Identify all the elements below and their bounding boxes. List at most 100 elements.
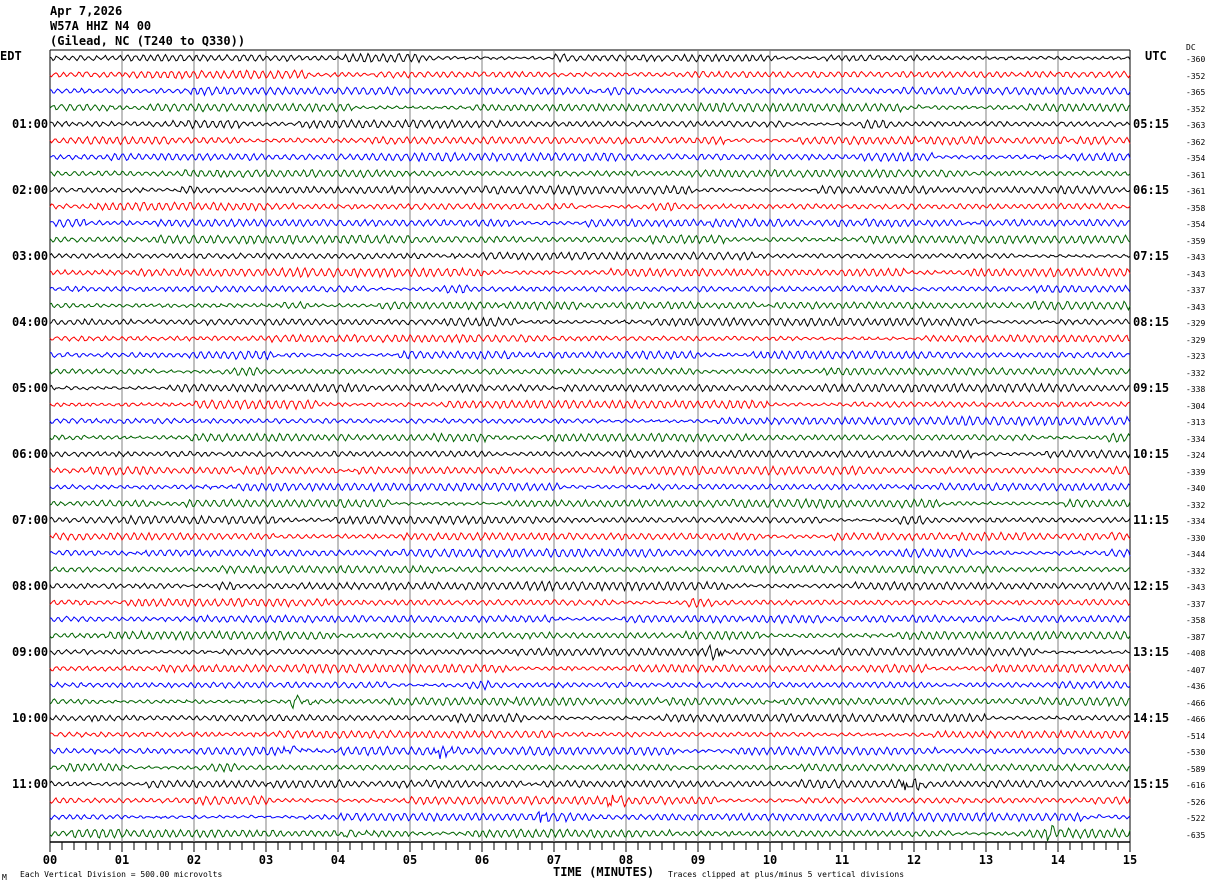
dc-offset-label: -323 [1186, 352, 1206, 361]
seismic-trace [49, 101, 1131, 114]
utc-time-label: 15:15 [1133, 777, 1170, 791]
dc-offset-label: -530 [1186, 748, 1206, 757]
dc-offset-label: -304 [1186, 401, 1206, 411]
seismic-trace [49, 316, 1131, 328]
x-axis-title: TIME (MINUTES) [553, 865, 655, 879]
edt-time-label: 11:00 [12, 777, 49, 791]
dc-offset-label: -334 [1186, 434, 1206, 444]
dc-offset-label: -330 [1186, 533, 1206, 543]
dc-offset-label: -332 [1186, 500, 1206, 510]
date-label: Apr 7,2026 [50, 4, 123, 18]
seismic-trace [49, 531, 1131, 542]
dc-offset-label: -332 [1186, 368, 1206, 378]
dc-offset-label: -339 [1186, 467, 1206, 477]
seismic-trace [49, 514, 1131, 526]
clip-note: Traces clipped at plus/minus 5 vertical … [668, 870, 905, 879]
utc-time-label: 06:15 [1133, 183, 1170, 197]
dc-offset-label: -407 [1186, 665, 1206, 675]
edt-time-label: 07:00 [12, 513, 49, 527]
seismic-trace [49, 547, 1131, 559]
dc-offset-label: -616 [1186, 781, 1206, 790]
seismic-trace [49, 300, 1131, 312]
seismic-trace [49, 794, 1131, 809]
x-tick-label: 06 [475, 853, 489, 867]
utc-time-label: 05:15 [1133, 117, 1170, 131]
dc-title: DC [1186, 43, 1196, 52]
seismic-trace [49, 86, 1131, 97]
x-tick-label: 09 [691, 853, 705, 867]
seismic-trace [49, 729, 1131, 740]
seismic-trace [49, 233, 1131, 246]
dc-offset-label: -466 [1186, 715, 1206, 724]
x-tick-label: 01 [115, 853, 129, 867]
dc-offset-label: -340 [1186, 484, 1206, 493]
x-tick-label: 02 [187, 853, 201, 867]
edt-time-label: 09:00 [12, 645, 49, 659]
dc-offset-label: -526 [1186, 797, 1206, 807]
edt-time-label: 02:00 [12, 183, 49, 197]
seismic-trace [49, 613, 1131, 625]
dc-offset-label: -344 [1186, 550, 1206, 559]
dc-offset-label: -343 [1186, 302, 1206, 312]
dc-offset-label: -589 [1186, 764, 1206, 774]
dc-offset-label: -361 [1186, 170, 1206, 180]
seismic-trace [49, 694, 1131, 710]
dc-offset-label: -334 [1186, 517, 1206, 526]
dc-offset-label: -436 [1186, 682, 1206, 691]
x-tick-label: 04 [331, 853, 345, 867]
dc-offset-label: -329 [1186, 335, 1206, 345]
dc-offset-label: -365 [1186, 88, 1206, 97]
seismic-trace [49, 810, 1131, 824]
dc-offset-label: -313 [1186, 418, 1206, 427]
dc-offset-label: -358 [1186, 616, 1206, 625]
dc-offset-label: -337 [1186, 599, 1206, 609]
seismic-trace [49, 712, 1131, 724]
station-label: W57A HHZ N4 00 [50, 19, 152, 33]
edt-time-label: 05:00 [12, 381, 49, 395]
seismic-trace [49, 663, 1131, 675]
edt-time-label: 10:00 [12, 711, 49, 725]
x-tick-label: 15 [1123, 853, 1137, 867]
utc-time-label: 09:15 [1133, 381, 1170, 395]
dc-offset-label: -362 [1186, 137, 1206, 147]
seismic-trace [49, 251, 1131, 262]
location-label: (Gilead, NC (T240 to Q330)) [50, 34, 246, 48]
dc-offset-label: -329 [1186, 319, 1206, 328]
seismic-trace [49, 333, 1131, 344]
seismic-trace [49, 481, 1131, 493]
utc-time-label: 14:15 [1133, 711, 1170, 725]
seismic-trace [49, 135, 1131, 146]
x-tick-label: 12 [907, 853, 921, 867]
seismic-trace [49, 414, 1131, 427]
seismic-trace [49, 629, 1131, 642]
seismic-trace [49, 398, 1131, 411]
dc-offset-label: -338 [1186, 385, 1206, 394]
seismic-trace [49, 366, 1131, 377]
edt-time-label: 03:00 [12, 249, 49, 263]
utc-time-label: 08:15 [1133, 315, 1170, 329]
seismic-trace [49, 449, 1131, 460]
seismic-trace [49, 151, 1131, 163]
dc-offset-label: -635 [1186, 830, 1206, 840]
edt-time-label: 08:00 [12, 579, 49, 593]
x-tick-label: 14 [1051, 853, 1065, 867]
seismic-trace [49, 382, 1131, 394]
dc-offset-label: -466 [1186, 698, 1206, 708]
seismic-trace [49, 497, 1131, 510]
seismic-trace [49, 432, 1131, 444]
seismic-trace [49, 118, 1131, 130]
utc-axis-title: UTC [1145, 49, 1167, 63]
seismic-trace [49, 778, 1131, 792]
seismic-trace [49, 69, 1131, 80]
utc-time-label: 10:15 [1133, 447, 1170, 461]
dc-offset-label: -522 [1186, 814, 1206, 823]
seismic-trace [49, 762, 1131, 773]
dc-offset-label: -354 [1186, 154, 1206, 163]
dc-offset-label: -360 [1186, 55, 1206, 64]
seismic-trace [49, 52, 1131, 64]
seismic-trace [49, 679, 1131, 692]
seismic-trace [49, 184, 1131, 196]
dc-offset-label: -361 [1186, 187, 1206, 196]
edt-time-label: 01:00 [12, 117, 49, 131]
dc-offset-label: -324 [1186, 451, 1206, 460]
